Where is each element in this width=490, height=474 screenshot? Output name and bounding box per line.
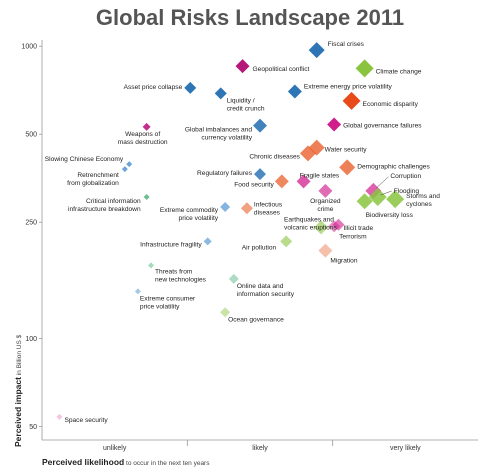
label-chronic-diseases: Chronic diseases: [249, 153, 300, 160]
point-illicit-trade: [332, 218, 345, 231]
label-economic-disparity: Economic disparity: [363, 101, 419, 108]
label-terrorism: Terrorism: [339, 233, 367, 240]
label-migration: Migration: [330, 258, 357, 265]
point-ocean-governance: [220, 307, 231, 318]
point-asset-price-collapse: [184, 81, 197, 94]
x-category-label: likely: [252, 445, 268, 452]
point-slowing-chinese-economy: [126, 161, 133, 168]
label-regulatory-failures: Regulatory failures: [197, 170, 253, 177]
label-illicit-trade: Illicit trade: [343, 225, 373, 232]
label-global-governance-failures: Global governance failures: [343, 122, 422, 129]
label-threats-from-new-technologies: Threats from new technologies: [155, 268, 207, 283]
point-infrastructure-fragility: [203, 237, 212, 246]
point-fragile-states: [296, 174, 311, 189]
label-slowing-chinese-economy: Slowing Chinese Economy: [45, 156, 124, 163]
chart-title: Global Risks Landscape 2011: [96, 5, 404, 30]
label-extreme-consumer-price-volatility: Extreme consumer price volatility: [140, 295, 196, 310]
label-space-security: Space security: [64, 417, 108, 424]
label-air-pollution: Air pollution: [242, 244, 277, 251]
point-global-governance-failures: [327, 117, 342, 132]
point-climate-change: [355, 59, 374, 78]
point-infectious-diseases: [240, 202, 253, 215]
y-axis-title-main: Perceived impact: [13, 377, 23, 447]
y-tick-label: 100: [25, 336, 37, 343]
point-online-data-and-information-security: [228, 273, 239, 284]
point-weapons-of-mass-destruction: [142, 122, 151, 131]
label-ocean-governance: Ocean governance: [228, 316, 284, 323]
y-tick-label: 50: [29, 424, 37, 431]
point-liquidity-credit-crunch: [214, 87, 227, 100]
label-fragile-states: Fragile states: [300, 172, 340, 179]
label-geopolitical-conflict: Geopolitical conflict: [253, 66, 310, 73]
point-threats-from-new-technologies: [148, 262, 154, 269]
label-infrastructure-fragility: Infrastructure fragility: [140, 241, 202, 248]
x-axis-title: Perceived likelihood to occur in the nex…: [42, 457, 210, 467]
point-extreme-commodity-price-volatility: [220, 201, 231, 212]
point-food-security: [274, 174, 289, 189]
y-tick-label: 500: [25, 132, 37, 139]
point-labels: Fiscal crises Climate change Geopolitical …: [45, 41, 440, 424]
label-organized-crime: Organized crime: [310, 198, 341, 213]
flooding-leader-line: [380, 190, 392, 196]
x-category-label: very likely: [390, 445, 421, 452]
point-fiscal-crises: [308, 42, 325, 59]
x-axis-title-detail: to occur in the next ten years: [124, 460, 210, 467]
point-extreme-energy-price-volatility: [287, 84, 302, 99]
label-water-security: Water security: [325, 147, 368, 154]
label-infectious-diseases: Infectious diseases: [254, 201, 283, 216]
x-axis-title-main: Perceived likelihood: [42, 457, 124, 467]
point-organized-crime: [318, 183, 333, 198]
y-tick-label: 1000: [21, 44, 37, 51]
point-earthquakes-and-volcanic-eruptions: [314, 220, 329, 235]
label-critical-information-infrastructure-breakdown: Critical information infrastructure break…: [68, 198, 141, 213]
y-axis-title: Perceived impact in Billion US $: [13, 334, 23, 447]
point-regulatory-failures: [254, 168, 266, 181]
point-retrenchment-from-globalization: [121, 166, 128, 173]
axes: 1000 500 250 100 50 unlikely likely very likely: [21, 40, 478, 452]
label-extreme-energy-price-volatility: Extreme energy price volatility: [304, 83, 393, 90]
label-retrenchment-from-globalization: Retrenchment from globalization: [67, 172, 119, 187]
label-earthquakes-and-volcanic-eruptions: Earthquakes and volcanic eruptions: [284, 216, 337, 231]
label-biodiversity-loss: Biodiversity loss: [366, 212, 414, 219]
point-biodiversity-loss: [356, 193, 373, 210]
label-fiscal-crises: Fiscal crises: [328, 41, 365, 48]
label-corruption: Corruption: [390, 173, 421, 180]
plot-area: [56, 42, 405, 420]
point-space-security: [56, 413, 63, 420]
point-storms-and-cyclones: [386, 190, 405, 209]
point-migration: [318, 243, 333, 258]
point-flooding: [368, 187, 387, 206]
label-global-imbalances-and-currency-volatility: Global imbalances and currency volatility: [185, 127, 253, 142]
point-demographic-challenges: [339, 159, 356, 176]
point-water-security: [308, 139, 325, 156]
x-category-label: unlikely: [103, 445, 127, 452]
corruption-leader-line: [376, 176, 389, 189]
label-climate-change: Climate change: [376, 68, 422, 75]
label-food-security: Food security: [234, 181, 274, 188]
label-demographic-challenges: Demographic challenges: [357, 163, 430, 170]
y-axis-title-detail: in Billion US $: [16, 334, 23, 377]
label-online-data-and-information-security: Online data and information security: [237, 283, 295, 298]
point-geopolitical-conflict: [235, 59, 250, 74]
point-global-imbalances-and-currency-volatility: [253, 118, 267, 133]
point-economic-disparity: [342, 91, 361, 110]
label-flooding: Flooding: [394, 188, 420, 195]
label-weapons-of-mass-destruction: Weapons of mass destruction: [118, 131, 168, 146]
label-liquidity-credit-crunch: Liquidity / credit crunch: [227, 97, 265, 112]
label-extreme-commodity-price-volatility: Extreme commodity price volatility: [160, 207, 219, 222]
point-critical-information-infrastructure-breakdown: [143, 193, 150, 200]
point-air-pollution: [280, 235, 293, 248]
label-asset-price-collapse: Asset price collapse: [124, 84, 183, 91]
y-tick-label: 250: [25, 220, 37, 227]
label-storms-and-cyclones: Storms and cyclones: [406, 193, 440, 208]
point-extreme-consumer-price-volatility: [134, 288, 141, 295]
